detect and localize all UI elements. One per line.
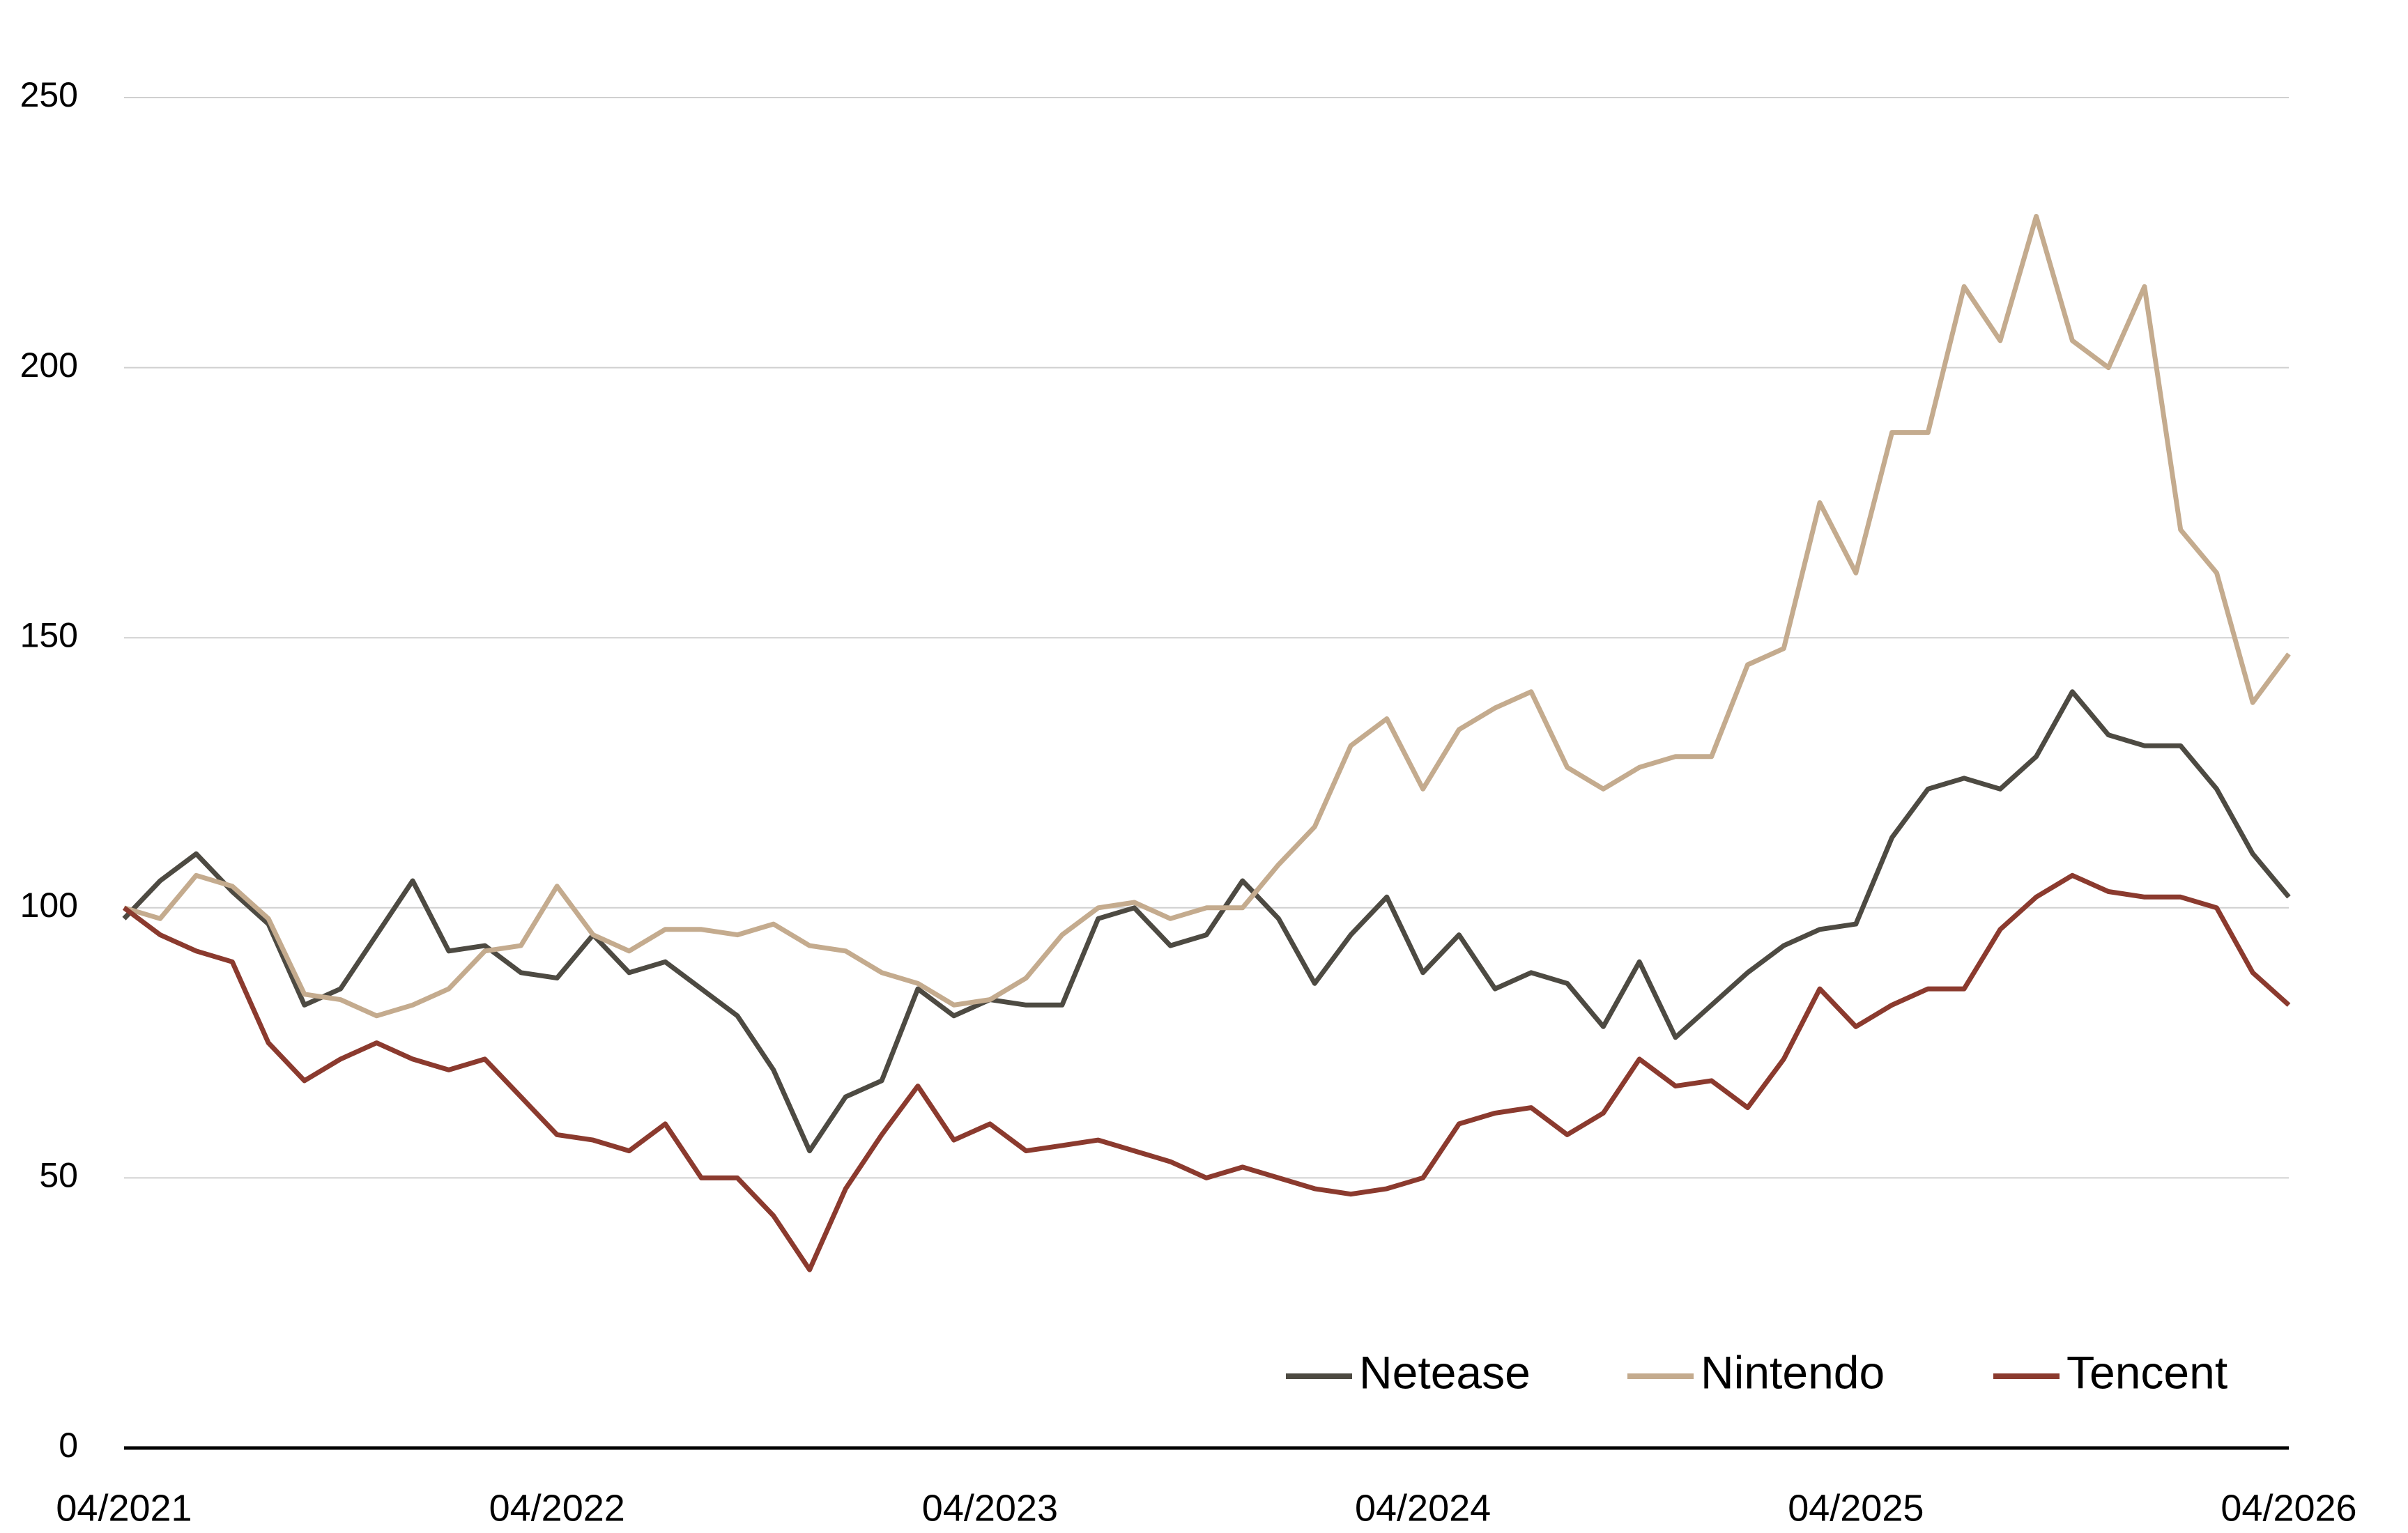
x-tick-label: 04/2022 [489,1487,625,1529]
x-tick-label: 04/2021 [56,1487,192,1529]
legend-label: Nintendo [1701,1346,1885,1398]
legend-label: Netease [1359,1346,1531,1398]
x-tick-label: 04/2024 [1355,1487,1491,1529]
y-tick-label: 200 [20,346,78,385]
y-tick-label: 100 [20,886,78,925]
line [122,872,2291,1272]
legend-label: Tencent [2066,1346,2227,1398]
y-tick-label: 250 [20,75,78,114]
line [123,214,2291,1019]
x-tick-label: 04/2026 [2221,1487,2356,1529]
x-tick-label: 04/2023 [922,1487,1058,1529]
x-tick-label: 04/2025 [1788,1487,1924,1529]
line [122,689,2291,1154]
y-tick-label: 150 [20,615,78,654]
y-tick-label: 0 [59,1426,78,1465]
y-tick-label: 50 [39,1156,78,1195]
